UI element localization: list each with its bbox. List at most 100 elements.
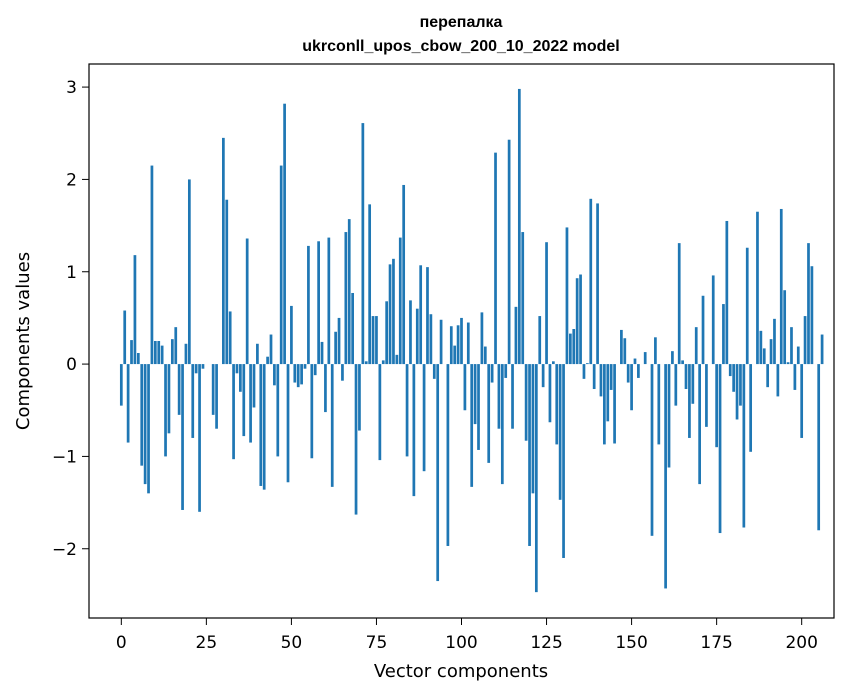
bar-175 — [715, 364, 718, 448]
bar-118 — [521, 232, 525, 365]
x-tick-label-0: 0 — [116, 633, 127, 653]
bar-13 — [164, 364, 167, 457]
bar-11 — [157, 341, 161, 365]
bar-94 — [439, 319, 443, 365]
bar-63 — [334, 331, 337, 365]
bar-21 — [191, 364, 195, 438]
bar-126 — [548, 364, 552, 423]
bar-12 — [160, 345, 164, 365]
bar-86 — [412, 364, 416, 497]
bar-96 — [446, 364, 450, 546]
x-tick-label-7: 175 — [700, 633, 732, 653]
bar-156 — [650, 364, 654, 536]
bar-134 — [575, 278, 579, 365]
bar-141 — [599, 364, 603, 397]
bar-139 — [592, 364, 596, 390]
bar-46 — [276, 364, 280, 457]
bar-120 — [528, 364, 531, 546]
bar-44 — [269, 334, 273, 365]
y-tick-label-3: 1 — [66, 263, 77, 283]
bar-60 — [324, 364, 327, 413]
bar-116 — [514, 306, 518, 365]
chart-subtitle: ukrconll_upos_cbow_200_10_2022 model — [302, 38, 619, 55]
bar-88 — [419, 265, 423, 365]
bar-114 — [507, 139, 511, 365]
bar-169 — [694, 327, 698, 365]
x-tick-label-2: 50 — [281, 633, 303, 653]
bar-53 — [300, 364, 303, 385]
bar-137 — [586, 363, 589, 365]
bar-80 — [392, 258, 395, 365]
bar-5 — [136, 353, 140, 365]
bar-166 — [684, 364, 688, 390]
bar-93 — [436, 364, 440, 582]
bar-41 — [259, 364, 263, 486]
bar-112 — [500, 364, 504, 485]
y-tick-label-5: 3 — [66, 78, 77, 98]
bar-9 — [150, 165, 154, 365]
bar-184 — [745, 247, 749, 365]
bar-40 — [256, 343, 259, 365]
bar-3 — [130, 340, 133, 365]
bar-150 — [630, 364, 633, 411]
bar-160 — [664, 364, 667, 589]
bar-87 — [415, 308, 419, 365]
bar-67 — [347, 219, 351, 365]
bar-69 — [354, 364, 358, 515]
bar-143 — [606, 364, 610, 422]
bar-81 — [395, 354, 399, 365]
bar-16 — [174, 327, 178, 365]
bar-68 — [351, 292, 354, 365]
bar-6 — [140, 364, 144, 466]
bar-129 — [558, 364, 562, 500]
bar-133 — [572, 329, 576, 365]
bar-14 — [167, 364, 171, 434]
bar-36 — [242, 364, 246, 437]
bar-183 — [742, 364, 746, 528]
bar-39 — [252, 364, 256, 408]
bar-28 — [215, 364, 218, 429]
bar-34 — [235, 364, 239, 374]
bar-48 — [283, 103, 286, 365]
bar-85 — [409, 300, 412, 365]
bar-79 — [388, 264, 392, 365]
bar-43 — [266, 356, 269, 365]
bar-90 — [426, 267, 429, 365]
bar-102 — [466, 322, 470, 365]
bar-164 — [677, 243, 681, 365]
bar-111 — [497, 364, 501, 429]
y-tick-label-4: 2 — [66, 170, 77, 190]
bar-163 — [674, 364, 678, 406]
bar-167 — [688, 364, 691, 438]
bar-109 — [490, 364, 494, 383]
bar-181 — [735, 364, 739, 420]
bar-55 — [307, 245, 310, 365]
bar-119 — [524, 364, 528, 441]
bar-161 — [667, 364, 671, 468]
bar-50 — [290, 305, 293, 365]
bar-56 — [310, 364, 314, 459]
bar-62 — [330, 364, 334, 487]
bar-202 — [807, 243, 810, 365]
bar-196 — [786, 362, 790, 365]
bar-99 — [456, 325, 460, 365]
bar-61 — [327, 237, 331, 365]
bar-18 — [181, 364, 184, 510]
bar-33 — [232, 364, 235, 460]
bar-42 — [262, 364, 266, 490]
bar-22 — [194, 364, 198, 374]
bar-38 — [249, 364, 252, 443]
bar-71 — [361, 123, 365, 365]
bar-140 — [596, 203, 599, 365]
bar-127 — [551, 361, 555, 365]
x-tick-label-4: 100 — [445, 633, 477, 653]
bar-78 — [385, 301, 389, 365]
x-tick-label-1: 25 — [196, 633, 218, 653]
bar-8 — [147, 364, 150, 494]
bar-176 — [718, 364, 722, 534]
bar-165 — [681, 360, 684, 365]
bar-58 — [317, 241, 320, 365]
bar-30 — [222, 137, 225, 365]
bar-187 — [756, 211, 759, 365]
bar-27 — [211, 364, 215, 415]
